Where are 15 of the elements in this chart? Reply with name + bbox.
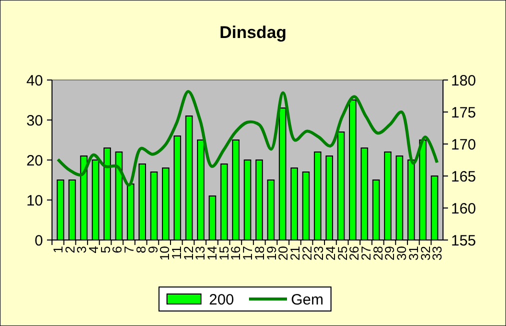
y-tick-label: 0 (34, 232, 43, 250)
y2-tick-label: 155 (451, 232, 476, 250)
y-tick-label: 10 (26, 192, 43, 210)
y-tick-label: 20 (26, 152, 43, 170)
y2-tick-label: 170 (451, 136, 476, 154)
y2-tick-label: 180 (451, 72, 476, 90)
chart-title: Dinsdag (219, 23, 287, 42)
legend-label: Gem (291, 291, 324, 308)
y2-tick-label: 160 (451, 200, 476, 218)
y2-tick-label: 165 (451, 168, 476, 186)
y-tick-label: 30 (26, 112, 43, 130)
legend-label: 200 (209, 291, 234, 308)
y2-tick-label: 175 (451, 104, 476, 122)
line-series (56, 90, 439, 186)
y-tick-label: 40 (26, 72, 43, 90)
